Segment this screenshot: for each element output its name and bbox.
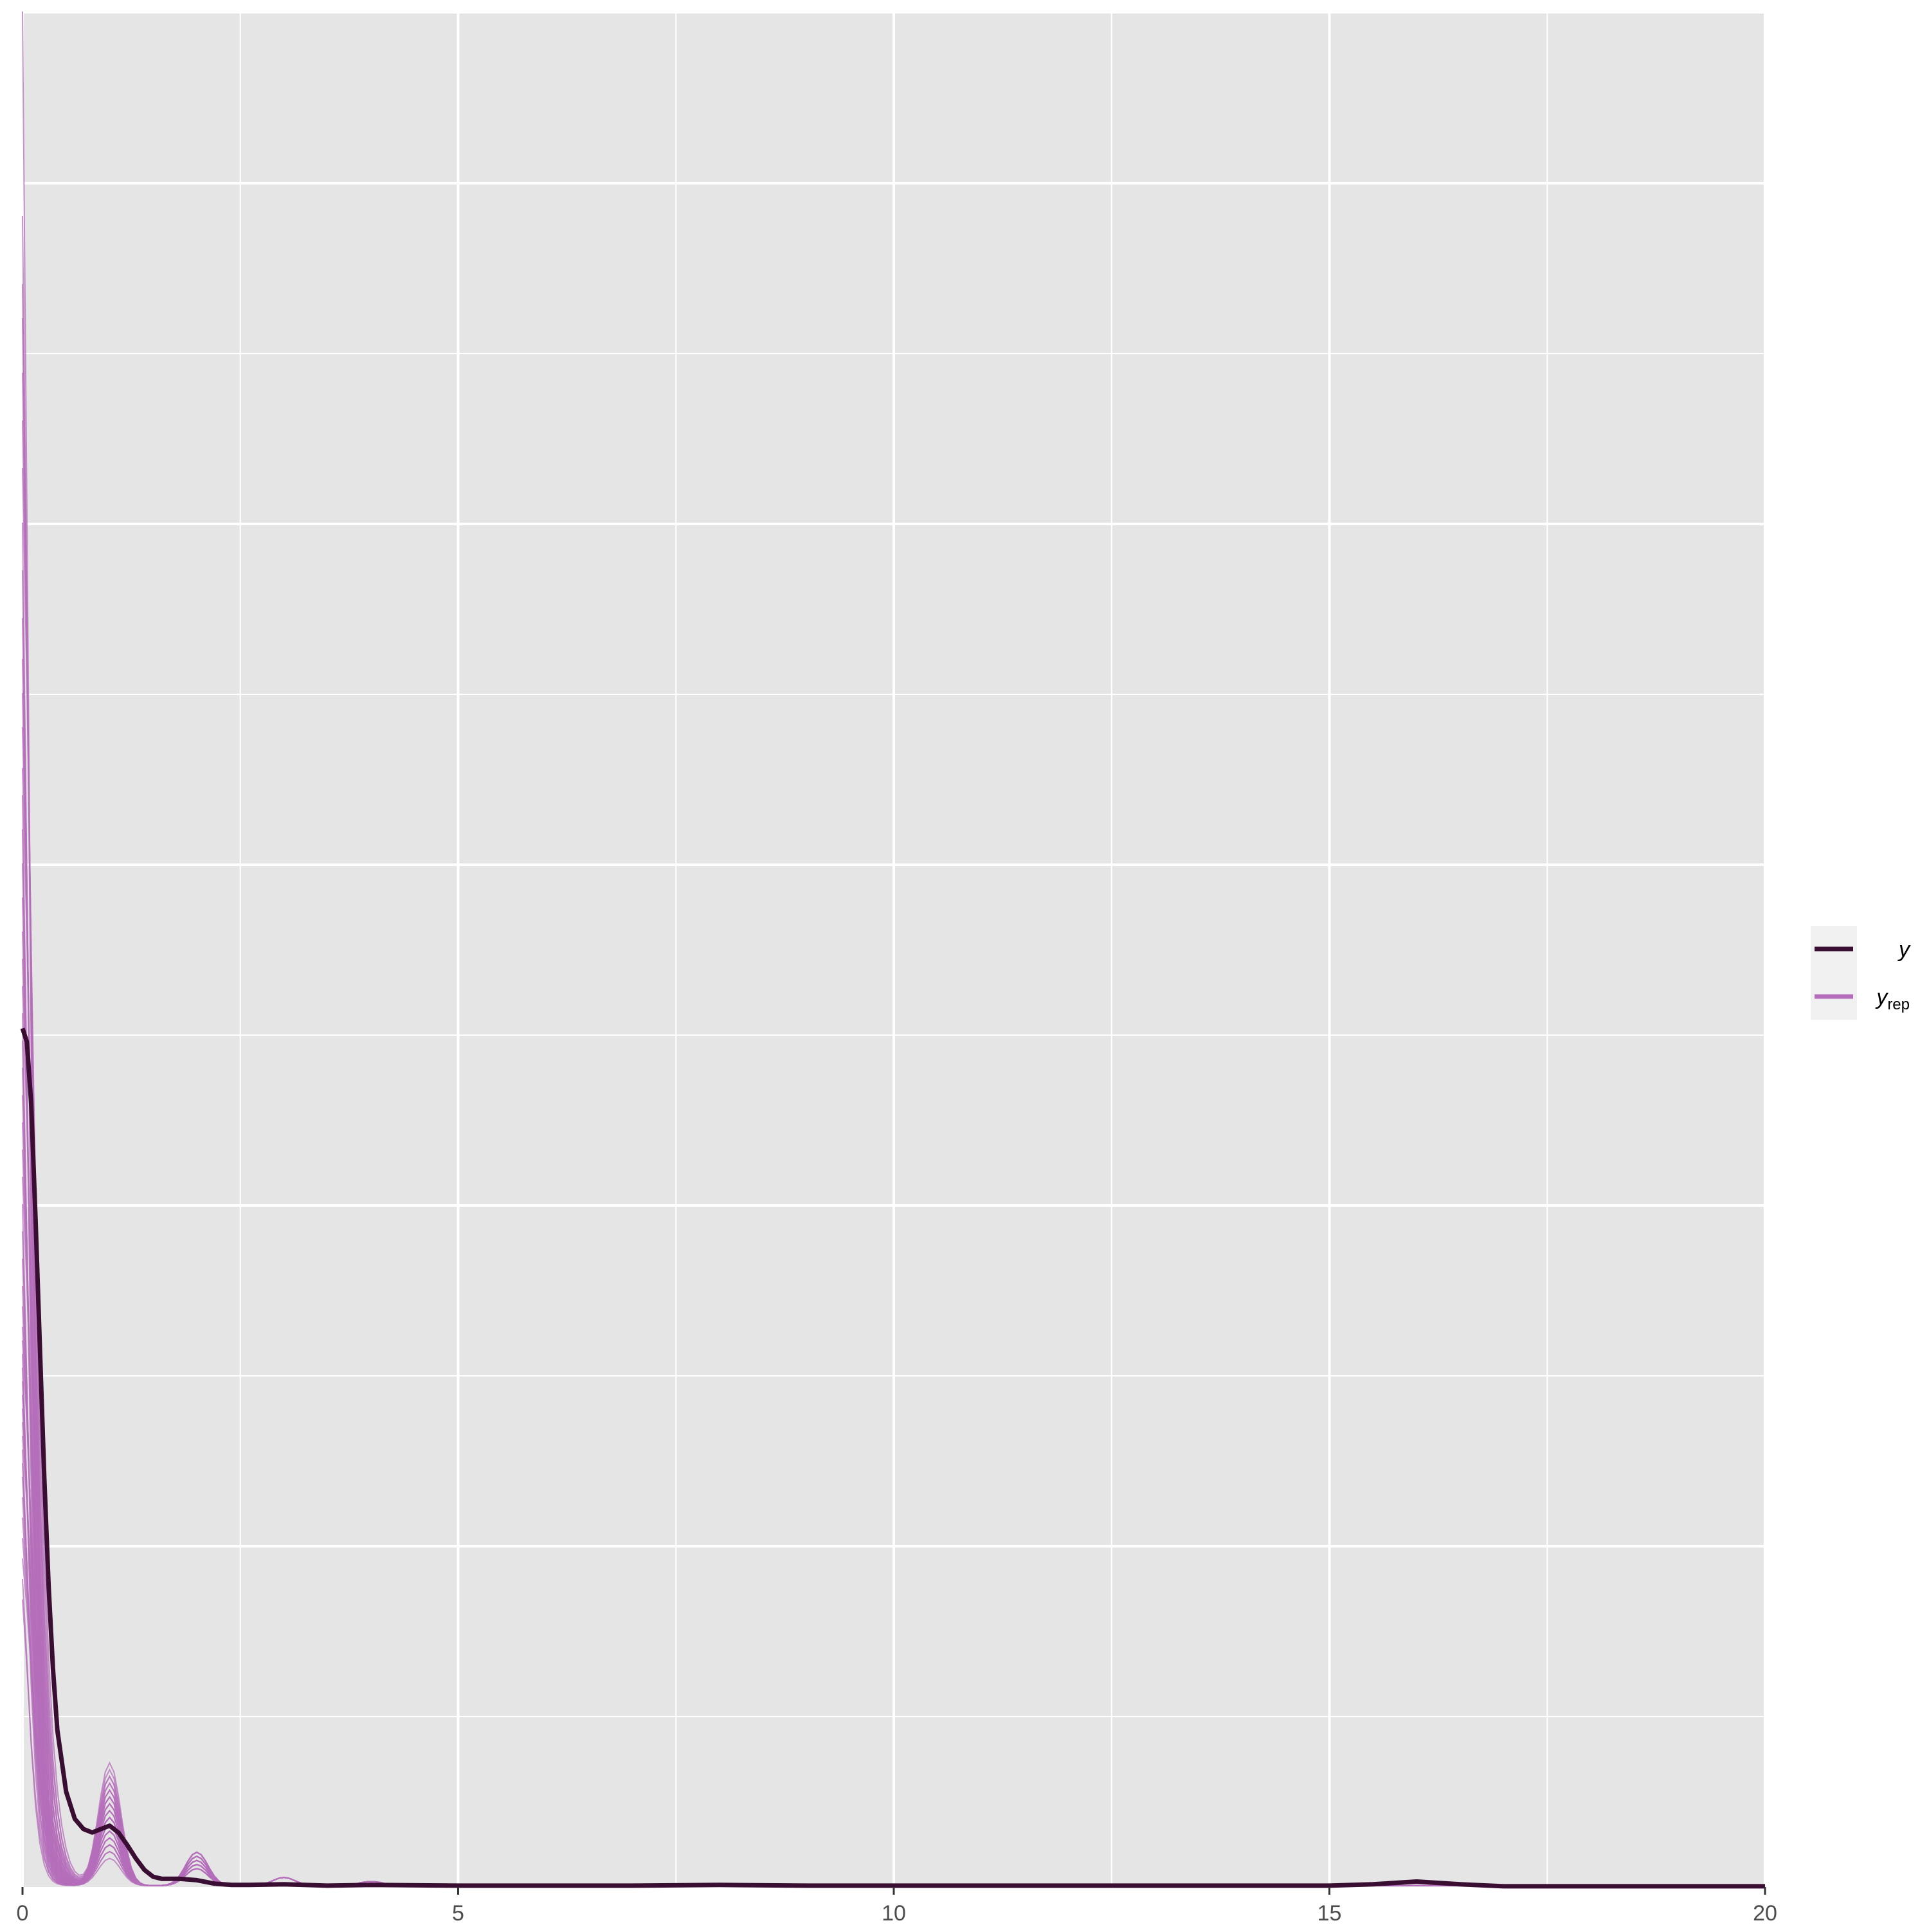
y-observed-line — [20, 1027, 1765, 1889]
x-tick-label: 5 — [452, 1901, 464, 1926]
y-series-group — [20, 1027, 1765, 1889]
legend-label-yrep: yrep — [1875, 985, 1910, 1013]
legend-label-y: y — [1897, 937, 1911, 962]
x-tick-label: 15 — [1318, 1901, 1342, 1926]
x-tick-label: 20 — [1753, 1901, 1777, 1926]
legend-key-background — [1811, 926, 1857, 1020]
legend: y yrep — [1811, 926, 1911, 1020]
x-axis: 0 5 10 15 20 — [17, 1887, 1777, 1926]
grid-lines — [21, 12, 1766, 1887]
x-tick-label: 10 — [882, 1901, 906, 1926]
x-tick-label: 0 — [17, 1901, 29, 1926]
